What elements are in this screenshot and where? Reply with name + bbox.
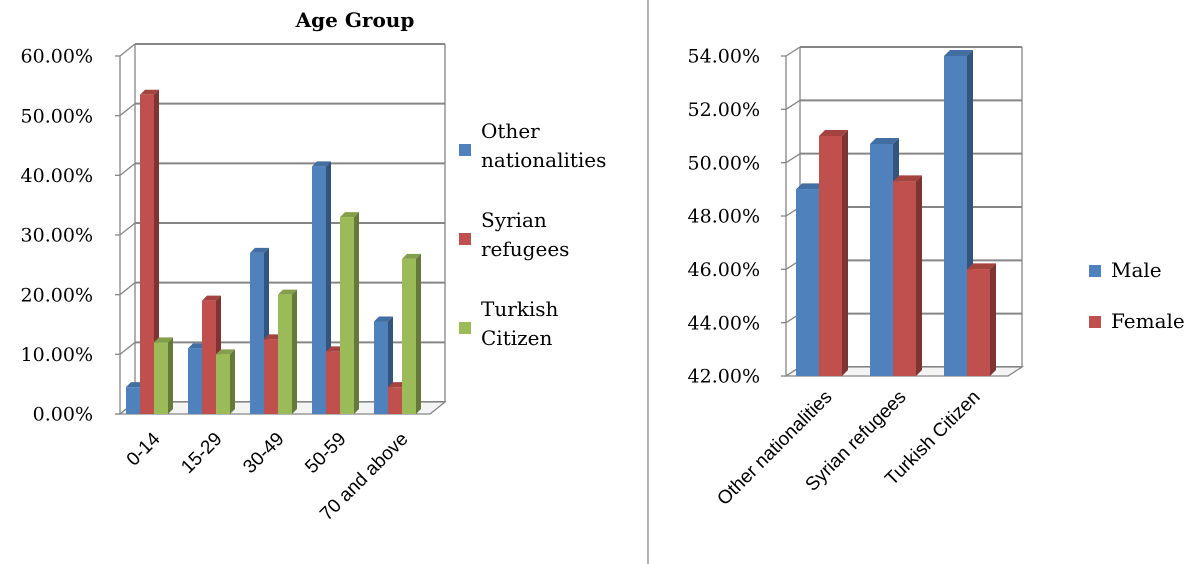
age-group-chart: 0.00% 10.00% 20.00% 30.00% 40.00% 50.00% 60.00… bbox=[21, 8, 607, 525]
y-tick-label: 0.00% bbox=[33, 404, 93, 426]
bar-front bbox=[870, 144, 893, 376]
bar-front bbox=[796, 189, 819, 376]
gridline-side bbox=[785, 99, 801, 110]
category-label: 30-49 bbox=[239, 429, 288, 478]
bar-top bbox=[250, 247, 269, 253]
legend-swatch bbox=[459, 322, 471, 334]
bar-front bbox=[944, 56, 967, 376]
chart-title: Age Group bbox=[295, 8, 415, 32]
gridline-side bbox=[119, 162, 136, 176]
bar-side bbox=[416, 253, 421, 414]
bar bbox=[819, 130, 848, 376]
category-label: 50-59 bbox=[301, 429, 350, 478]
bar-side bbox=[230, 349, 235, 414]
bar-front bbox=[340, 217, 354, 414]
bar-top bbox=[140, 89, 159, 95]
bar-front bbox=[188, 348, 202, 414]
bar bbox=[140, 89, 159, 415]
bar-side bbox=[990, 263, 996, 376]
bar-front bbox=[154, 342, 168, 414]
bar-side bbox=[168, 337, 173, 414]
y-tick-label: 48.00% bbox=[688, 206, 760, 228]
bar-front bbox=[126, 387, 140, 414]
y-tick-label: 46.00% bbox=[688, 259, 760, 281]
bar-top bbox=[216, 349, 235, 355]
bar bbox=[340, 212, 359, 414]
gridline-side bbox=[119, 282, 136, 296]
bar-front bbox=[312, 166, 326, 414]
bar bbox=[402, 253, 421, 414]
gridline-side bbox=[119, 103, 136, 117]
legend-label: Male bbox=[1111, 258, 1162, 282]
legend-label: Syrian refugees bbox=[481, 208, 569, 261]
bar-front bbox=[264, 339, 278, 414]
y-tick-label: 50.00% bbox=[21, 105, 93, 127]
y-tick-label: 30.00% bbox=[21, 225, 93, 247]
legend-swatch bbox=[459, 144, 471, 156]
y-tick-label: 10.00% bbox=[21, 344, 93, 366]
bar-front bbox=[216, 354, 230, 414]
gender-chart: 42.00% 44.00% 46.00% 48.00% 50.00% 52.00% 54.0… bbox=[688, 46, 1185, 510]
bar-front bbox=[278, 294, 292, 414]
bar-side bbox=[842, 130, 848, 376]
gridline-side bbox=[785, 153, 801, 164]
y-tick-label: 54.00% bbox=[688, 46, 760, 68]
bar-front bbox=[967, 269, 990, 376]
bar-side bbox=[292, 289, 297, 414]
bar-top bbox=[870, 138, 899, 144]
bar-front bbox=[250, 252, 264, 414]
bar bbox=[216, 349, 235, 414]
gridline-side bbox=[785, 46, 801, 57]
bar-front bbox=[402, 258, 416, 414]
legend-swatch bbox=[1089, 265, 1101, 277]
legend-label: Other nationalities bbox=[481, 119, 606, 172]
bar-top bbox=[944, 50, 973, 56]
y-tick-label: 42.00% bbox=[688, 366, 760, 388]
y-tick-label: 20.00% bbox=[21, 284, 93, 306]
bar-side bbox=[916, 175, 922, 376]
bar-side bbox=[354, 212, 359, 414]
bar-top bbox=[312, 161, 331, 167]
y-tick-label: 52.00% bbox=[688, 99, 760, 121]
bar bbox=[893, 175, 922, 376]
bar-front bbox=[140, 94, 154, 415]
y-tick-label: 60.00% bbox=[21, 46, 93, 68]
gridline-side bbox=[119, 222, 136, 236]
y-tick-label: 50.00% bbox=[688, 152, 760, 174]
gridline-side bbox=[119, 43, 136, 57]
bar-top bbox=[893, 175, 922, 182]
bar-top bbox=[202, 295, 221, 301]
bar-top bbox=[374, 316, 393, 322]
bar-top bbox=[819, 130, 848, 136]
bar-front bbox=[326, 351, 340, 414]
bar-top bbox=[154, 337, 173, 343]
bar-top bbox=[796, 183, 825, 190]
bar bbox=[278, 289, 297, 414]
bar-front bbox=[893, 181, 916, 376]
y-tick-label: 40.00% bbox=[21, 165, 93, 187]
bar-front bbox=[202, 300, 216, 414]
bar-top bbox=[340, 212, 359, 218]
bar-front bbox=[388, 387, 402, 414]
gridline-side bbox=[119, 341, 136, 355]
bar-side bbox=[154, 89, 159, 415]
legend-label: Female bbox=[1111, 309, 1185, 333]
bar bbox=[154, 337, 173, 414]
legend-swatch bbox=[459, 233, 471, 245]
bar-top bbox=[402, 253, 421, 259]
legend-label: Turkish Citizen bbox=[481, 297, 559, 350]
bar-front bbox=[374, 321, 388, 414]
category-label: 0-14 bbox=[123, 428, 165, 470]
legend-swatch bbox=[1089, 316, 1101, 328]
bar bbox=[967, 263, 996, 376]
bar-front bbox=[819, 136, 842, 376]
bar-top bbox=[278, 289, 297, 295]
bar-top bbox=[967, 263, 996, 270]
category-label: 15-29 bbox=[177, 429, 226, 478]
y-tick-label: 44.00% bbox=[688, 312, 760, 334]
